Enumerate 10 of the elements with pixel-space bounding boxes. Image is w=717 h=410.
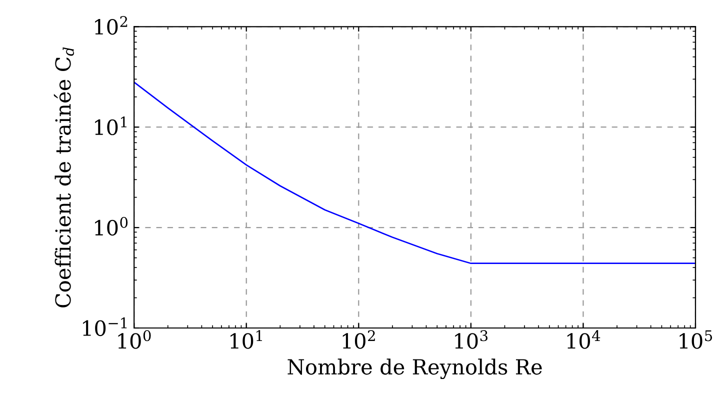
x-tick-label: 10$^{3}$ <box>455 330 488 349</box>
y-axis-title: Coefficient de trainée C$_{d}$ <box>54 47 74 308</box>
y-tick-label: 10$^{0}$ <box>95 216 128 236</box>
y-tick-label: 10$^{1}$ <box>95 116 126 136</box>
x-tick-label: 10$^{1}$ <box>230 330 262 349</box>
x-tick-label: 10$^{4}$ <box>567 330 600 349</box>
x-tick-label: 10$^{5}$ <box>680 330 712 349</box>
x-axis-title: Nombre de Reynolds Re <box>288 358 542 380</box>
x-tick-label: 10$^{2}$ <box>342 330 375 349</box>
y-tick-label: 10$^{2}$ <box>95 16 128 35</box>
